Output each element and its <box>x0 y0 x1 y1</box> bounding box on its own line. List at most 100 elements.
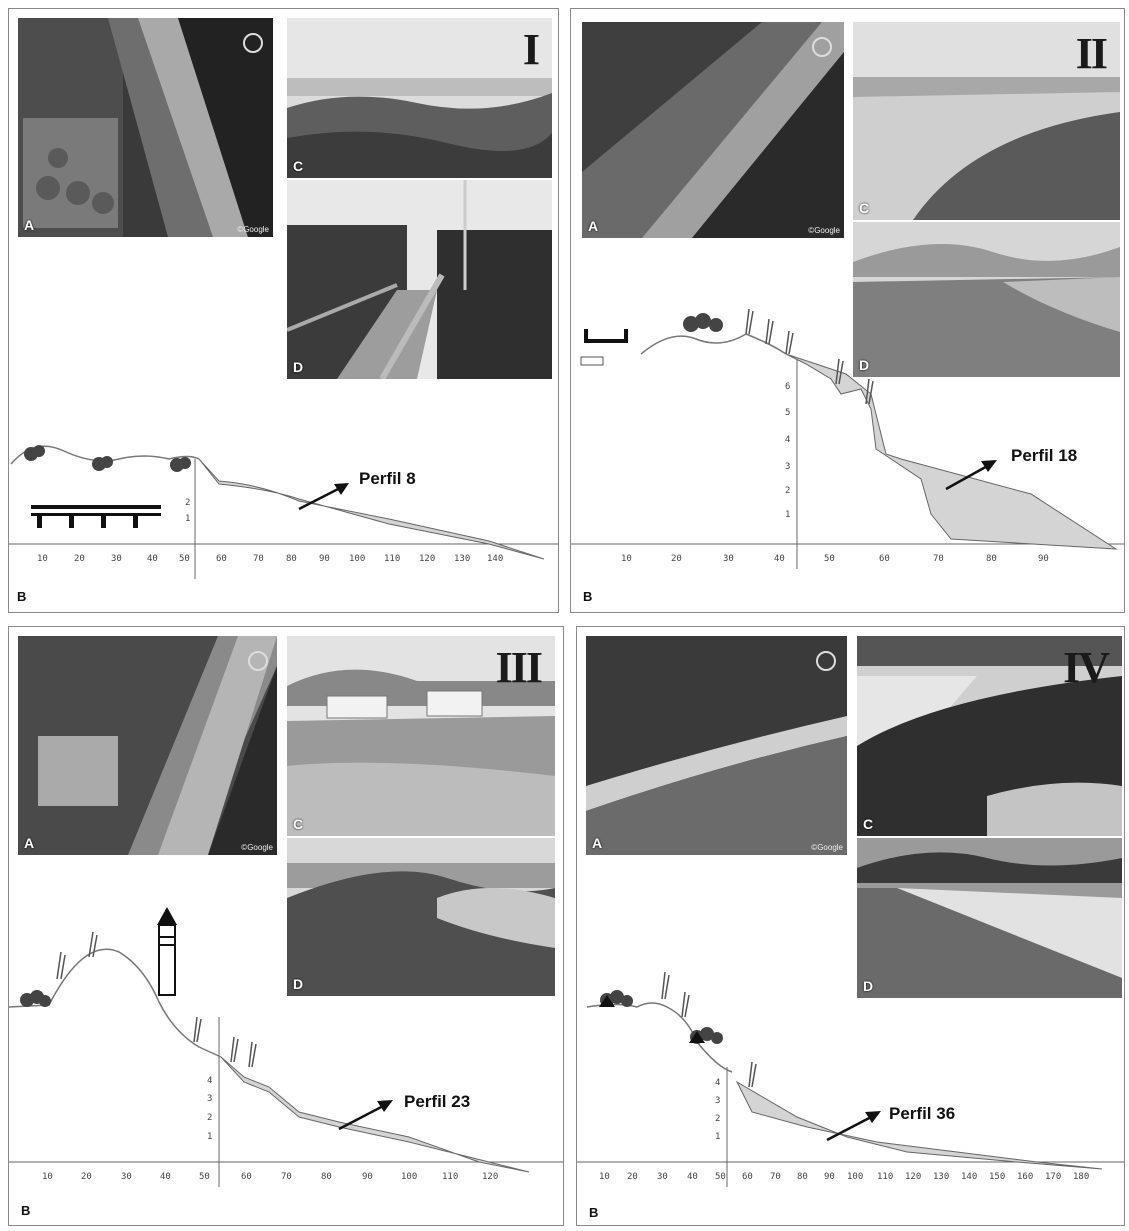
profile-label-b: B <box>583 589 593 604</box>
panel-ii-photo-c: II C <box>853 22 1120 220</box>
x-tick: 100 <box>847 1172 863 1182</box>
x-tick: 80 <box>321 1172 332 1182</box>
boardwalk-photo <box>287 180 552 379</box>
panel-i-photo-a: A ©Google <box>18 18 273 237</box>
x-tick: 10 <box>42 1172 53 1182</box>
y-tick: 3 <box>715 1096 720 1106</box>
x-tick: 160 <box>1017 1172 1033 1182</box>
x-tick: 40 <box>774 554 785 564</box>
y-ticks: 1 2 3 4 <box>207 1076 212 1142</box>
photo-d-label: D <box>863 978 874 994</box>
y-tick: 1 <box>715 1132 720 1142</box>
y-ticks: 1 2 3 4 5 6 <box>785 382 790 520</box>
profile-label-b: B <box>21 1203 31 1218</box>
x-ticks: 10 20 30 40 50 60 70 80 90 100 110 120 1… <box>599 1172 1089 1182</box>
x-tick: 30 <box>723 554 734 564</box>
perfil-label: Perfil 23 <box>404 1092 470 1111</box>
x-tick: 140 <box>487 554 503 564</box>
y-tick: 4 <box>207 1076 212 1086</box>
x-tick: 30 <box>657 1172 668 1182</box>
panel-iii-photo-d: D <box>287 838 555 996</box>
photo-c-label: C <box>293 816 304 832</box>
dune-photo <box>287 18 552 178</box>
x-tick: 40 <box>160 1172 171 1182</box>
panel-i-photo-c: I C <box>287 18 552 178</box>
x-ticks: 10 20 30 40 50 60 70 80 90 <box>621 554 1049 564</box>
x-tick: 140 <box>961 1172 977 1182</box>
panel-iv-photo-d: D <box>857 838 1122 998</box>
dune-photo <box>287 636 555 836</box>
y-ticks: 1 2 <box>185 498 190 524</box>
photo-d-label: D <box>293 359 304 375</box>
x-tick: 20 <box>627 1172 638 1182</box>
google-credit: ©Google <box>808 226 840 235</box>
x-tick: 60 <box>241 1172 252 1182</box>
panel-i: A ©Google I C D <box>8 8 559 613</box>
dune-photo <box>857 636 1122 836</box>
google-credit: ©Google <box>237 225 269 234</box>
photo-a-label: A <box>24 835 35 851</box>
x-tick: 50 <box>824 554 835 564</box>
x-tick: 150 <box>989 1172 1005 1182</box>
panel-number: III <box>495 643 543 692</box>
x-tick: 170 <box>1045 1172 1061 1182</box>
dune-photo <box>853 22 1120 220</box>
x-tick: 130 <box>933 1172 949 1182</box>
photo-d-label: D <box>293 976 304 992</box>
profile-label-b: B <box>17 589 27 604</box>
beach-photo <box>857 838 1122 998</box>
x-tick: 90 <box>1038 554 1049 564</box>
y-tick: 4 <box>785 435 790 445</box>
x-tick: 90 <box>824 1172 835 1182</box>
x-tick: 50 <box>179 554 190 564</box>
x-tick: 70 <box>281 1172 292 1182</box>
y-tick: 4 <box>715 1078 720 1088</box>
x-tick: 120 <box>482 1172 498 1182</box>
x-tick: 40 <box>687 1172 698 1182</box>
y-tick: 3 <box>207 1094 212 1104</box>
x-ticks: 10 20 30 40 50 60 70 80 90 100 110 120 1… <box>37 554 503 564</box>
y-tick: 6 <box>785 382 790 392</box>
panel-ii-photo-a: A ©Google <box>582 22 844 238</box>
y-tick: 1 <box>207 1132 212 1142</box>
x-tick: 10 <box>37 554 48 564</box>
panel-number: II <box>1075 29 1108 78</box>
y-tick: 2 <box>207 1113 212 1123</box>
panel-iv-photo-a: A ©Google <box>586 636 847 855</box>
photo-c-label: C <box>863 816 874 832</box>
panel-ii-photo-d: D <box>853 222 1120 377</box>
perfil-label: Perfil 18 <box>1011 446 1077 465</box>
x-tick: 90 <box>319 554 330 564</box>
x-ticks: 10 20 30 40 50 60 70 80 90 100 110 120 <box>42 1172 498 1182</box>
x-tick: 40 <box>147 554 158 564</box>
panel-iii-photo-a: A ©Google <box>18 636 277 855</box>
x-tick: 80 <box>286 554 297 564</box>
y-ticks: 1 2 3 4 <box>715 1078 720 1142</box>
perfil-label: Perfil 8 <box>359 469 416 488</box>
aerial-image <box>18 636 277 855</box>
google-credit: ©Google <box>241 843 273 852</box>
x-tick: 50 <box>199 1172 210 1182</box>
x-tick: 20 <box>81 1172 92 1182</box>
x-tick: 50 <box>715 1172 726 1182</box>
x-tick: 30 <box>121 1172 132 1182</box>
x-tick: 110 <box>442 1172 458 1182</box>
panel-number: I <box>522 25 540 74</box>
x-tick: 70 <box>933 554 944 564</box>
photo-c-label: C <box>859 200 870 216</box>
panel-iii: A ©Google III C D <box>8 626 564 1226</box>
x-tick: 110 <box>877 1172 893 1182</box>
photo-a-label: A <box>24 217 35 233</box>
aerial-image <box>586 636 847 855</box>
panel-number: IV <box>1063 643 1110 692</box>
x-tick: 100 <box>401 1172 417 1182</box>
y-tick: 1 <box>185 514 190 524</box>
x-tick: 60 <box>879 554 890 564</box>
panel-iv-profile: Perfil 36 1 2 3 4 10 20 30 40 50 60 70 8… <box>577 971 1124 1187</box>
photo-c-label: C <box>293 158 304 174</box>
x-tick: 80 <box>797 1172 808 1182</box>
x-tick: 20 <box>74 554 85 564</box>
x-tick: 100 <box>349 554 365 564</box>
x-tick: 120 <box>905 1172 921 1182</box>
x-tick: 60 <box>742 1172 753 1182</box>
